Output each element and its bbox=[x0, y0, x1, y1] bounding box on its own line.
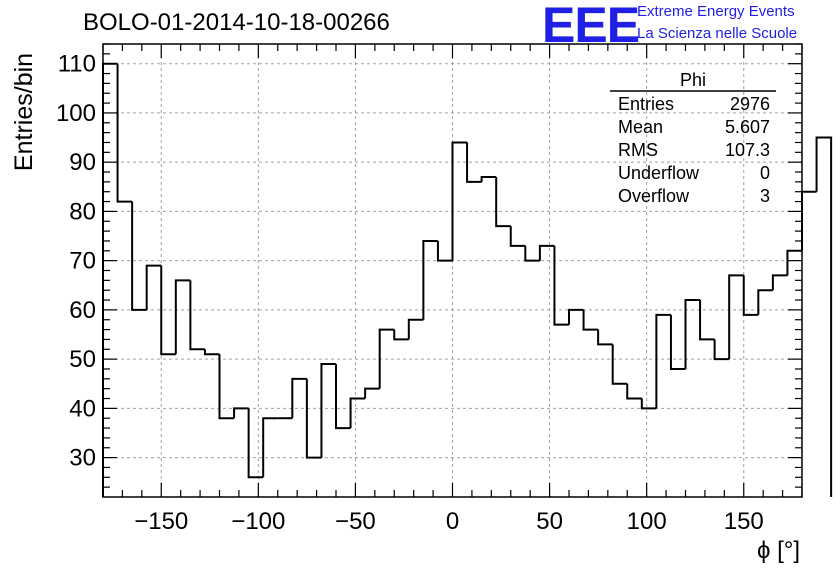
stats-row-label: Overflow bbox=[618, 186, 690, 206]
y-axis-label: Entries/bin bbox=[10, 53, 38, 171]
histogram-bin bbox=[699, 300, 715, 341]
stats-row-value: 2976 bbox=[730, 94, 770, 114]
histogram-bin bbox=[655, 313, 671, 409]
y-tick-label: 80 bbox=[69, 198, 96, 225]
histogram-bin bbox=[451, 141, 468, 261]
histogram-bin bbox=[815, 136, 833, 497]
histogram-bin bbox=[509, 226, 526, 247]
y-tick-label: 30 bbox=[69, 445, 96, 472]
eee-logo-line2: La Scienza nelle Scuole bbox=[637, 25, 798, 42]
histogram-bin bbox=[669, 314, 686, 370]
tick-label-layer: −150 −100 −50 0 50 100 150 30 40 50 60 70 80 90 100 110 bbox=[56, 51, 764, 535]
x-tick-label: 50 bbox=[536, 508, 563, 535]
histogram-bin bbox=[771, 274, 788, 291]
histogram-bin bbox=[801, 190, 817, 251]
histogram-bin bbox=[524, 245, 540, 262]
histogram-bin bbox=[626, 383, 642, 400]
histogram-bin bbox=[320, 363, 336, 458]
histogram-bin bbox=[378, 328, 395, 389]
y-tick-label: 50 bbox=[69, 346, 96, 373]
histogram-bin bbox=[174, 279, 191, 355]
stats-row-value: 3 bbox=[760, 186, 770, 206]
histogram-bin bbox=[349, 397, 366, 429]
y-tick-label: 90 bbox=[69, 149, 96, 176]
x-tick-label: 0 bbox=[446, 508, 459, 535]
x-axis-label: ϕ [°] bbox=[757, 537, 800, 564]
stats-row-label: RMS bbox=[618, 140, 658, 160]
stats-row-value: 0 bbox=[760, 163, 770, 183]
histogram-bin bbox=[436, 240, 453, 262]
y-tick-label: 100 bbox=[56, 100, 96, 127]
histogram-bin bbox=[291, 377, 307, 419]
histogram-bin bbox=[335, 364, 351, 430]
histogram-bin bbox=[203, 349, 220, 356]
histogram-bin bbox=[582, 309, 599, 331]
stats-box-title: Phi bbox=[680, 70, 706, 90]
histogram-bin bbox=[393, 329, 409, 341]
stats-row-value: 107.3 bbox=[725, 140, 770, 160]
histogram-bin bbox=[131, 201, 147, 311]
histogram-bin bbox=[480, 175, 497, 182]
histogram-bin bbox=[728, 274, 744, 360]
histogram-bin bbox=[466, 142, 482, 183]
histogram-bin bbox=[233, 407, 249, 419]
histogram-bin bbox=[495, 176, 511, 228]
stats-row-value: 5.607 bbox=[725, 117, 770, 137]
y-tick-label: 110 bbox=[58, 51, 96, 78]
histogram-bin bbox=[364, 387, 380, 399]
x-tick-label: 100 bbox=[627, 508, 667, 535]
y-tick-label: 70 bbox=[69, 248, 96, 275]
histogram-bin bbox=[640, 398, 657, 410]
histogram-bin bbox=[684, 299, 701, 369]
stats-row-label: Entries bbox=[618, 94, 674, 114]
histogram-bin bbox=[611, 344, 628, 385]
histogram-bin bbox=[145, 264, 162, 310]
x-tick-label: −150 bbox=[134, 508, 188, 535]
histogram-bin bbox=[742, 275, 759, 316]
histogram-layer bbox=[102, 62, 833, 497]
histogram-bin bbox=[568, 308, 584, 325]
eee-logo-mark: EEE bbox=[542, 0, 640, 53]
histogram-bin bbox=[262, 417, 278, 478]
histogram-bin bbox=[553, 245, 569, 326]
histogram-bin bbox=[189, 280, 205, 351]
histogram-bin bbox=[597, 329, 613, 346]
x-tick-label: −100 bbox=[231, 508, 285, 535]
histogram-bin bbox=[160, 265, 176, 356]
histogram-bin bbox=[713, 339, 730, 361]
chart-title: BOLO-01-2014-10-18-00266 bbox=[83, 9, 390, 36]
histogram-bin bbox=[116, 63, 133, 203]
stats-row-label: Underflow bbox=[618, 163, 700, 183]
stats-row-label: Mean bbox=[618, 117, 663, 137]
tick-layer bbox=[102, 43, 803, 497]
x-tick-label: 150 bbox=[724, 508, 764, 535]
histogram-bin bbox=[538, 244, 555, 261]
grid-layer bbox=[103, 44, 802, 497]
y-tick-label: 40 bbox=[69, 395, 96, 422]
histogram-bin bbox=[407, 318, 424, 340]
x-tick-label: −50 bbox=[335, 508, 376, 535]
stats-box: Phi Entries 2976 Mean 5.607 RMS 107.3 Underflo… bbox=[610, 70, 776, 206]
eee-logo-line1: Extreme Energy Events bbox=[637, 3, 795, 20]
histogram-bin bbox=[422, 239, 438, 320]
histogram-bin bbox=[218, 354, 235, 420]
histogram-bin bbox=[305, 378, 322, 459]
histogram-bin bbox=[786, 249, 802, 276]
histogram-bin bbox=[757, 289, 773, 315]
y-tick-label: 60 bbox=[69, 297, 96, 324]
histogram-bin bbox=[247, 408, 264, 479]
